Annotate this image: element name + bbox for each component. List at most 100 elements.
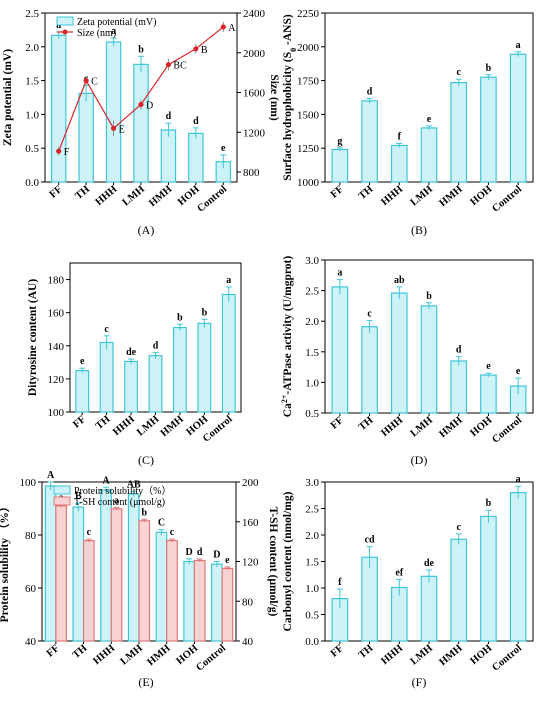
line-point xyxy=(138,101,144,108)
bar xyxy=(127,493,140,642)
significance-letter: b xyxy=(177,312,183,323)
category-label: HHH xyxy=(379,643,405,667)
legend-label: T-SH content (μmol/g) xyxy=(74,497,165,508)
y2-axis-label: T-SH content (μmol/g) xyxy=(267,507,279,617)
significance-letter: f xyxy=(398,131,402,142)
category-label: Control xyxy=(490,184,524,215)
y-axis-label: Carbonyl content (nmol/mg) xyxy=(282,491,294,631)
bar xyxy=(138,520,151,642)
bar xyxy=(82,540,95,642)
y-tick-label: 2250 xyxy=(297,8,320,20)
category-label: TH xyxy=(73,184,92,202)
bar xyxy=(105,41,122,183)
category-label: TH xyxy=(357,415,376,433)
line-point-label: F xyxy=(64,147,70,158)
y-tick-label: 2000 xyxy=(297,42,320,54)
y-tick-label: 1.5 xyxy=(305,557,319,569)
category-label: HHH xyxy=(379,415,405,439)
bar xyxy=(450,538,468,642)
line-point-label: A xyxy=(228,23,236,34)
bar xyxy=(390,144,408,183)
significance-letter: AB xyxy=(127,479,141,490)
bar xyxy=(361,100,378,183)
legend-label: Size (nm) xyxy=(77,28,116,39)
bar xyxy=(480,374,497,414)
category-label: Control xyxy=(195,184,229,215)
y-tick-label: 40 xyxy=(25,636,37,648)
bar xyxy=(55,505,67,642)
category-label: Control xyxy=(490,643,524,674)
category-label: HHH xyxy=(111,414,137,438)
significance-letter: b xyxy=(486,63,492,74)
bar xyxy=(420,575,438,642)
y2-tick-label: 40 xyxy=(242,636,254,648)
category-label: FF xyxy=(48,184,65,201)
significance-letter: a xyxy=(114,495,119,506)
line-point-label: E xyxy=(119,124,125,135)
y-tick-label: 180 xyxy=(48,275,65,287)
y2-tick-label: 80 xyxy=(242,596,254,608)
line-point-label: BC xyxy=(173,61,187,72)
bar xyxy=(99,341,114,413)
significance-letter: b xyxy=(486,498,492,509)
panel-caption: (B) xyxy=(411,223,427,237)
y-axis-label: Dityrosine content (AU) xyxy=(27,279,39,396)
line-point xyxy=(110,125,117,131)
significance-letter: c xyxy=(456,67,461,78)
line-point xyxy=(56,148,62,154)
y-axis-label: Zeta potential (mV) xyxy=(2,49,14,146)
significance-letter: C xyxy=(158,518,165,529)
bar xyxy=(172,326,187,413)
significance-letter: c xyxy=(170,527,175,538)
bar xyxy=(480,76,497,183)
y-tick-label: 1250 xyxy=(297,143,320,155)
y2-tick-label: 160 xyxy=(242,517,259,529)
bar xyxy=(361,326,378,414)
bar xyxy=(420,127,438,183)
significance-letter: e xyxy=(427,114,432,125)
category-label: FF xyxy=(71,414,88,431)
category-label: LMH xyxy=(119,643,145,668)
legend-swatch xyxy=(53,485,71,495)
category-label: Control xyxy=(194,643,228,674)
y-tick-label: 2.5 xyxy=(25,8,39,20)
y-tick-label: 140 xyxy=(48,341,65,353)
significance-letter: e xyxy=(516,366,521,377)
bar xyxy=(331,148,349,183)
y-tick-label: 2.0 xyxy=(305,530,319,542)
significance-letter: c xyxy=(87,527,92,538)
category-label: FF xyxy=(329,415,346,432)
y-axis-label: Protein solubility （%） xyxy=(0,501,11,623)
category-label: HMH xyxy=(437,415,464,440)
panel-b: 1000 1250 1500 1750 2000 2250 FF TH HHH LMH HMH HOH… xyxy=(282,8,534,237)
y-tick-label: 1.0 xyxy=(305,377,319,389)
significance-letter: d xyxy=(197,547,203,558)
panel-caption: (C) xyxy=(138,453,154,467)
line-point-label: D xyxy=(146,100,153,111)
line-point xyxy=(165,62,172,68)
significance-letter: d xyxy=(456,345,462,356)
significance-letter: e xyxy=(486,361,491,372)
panel-caption: (A) xyxy=(138,223,155,237)
y2-tick-label: 2000 xyxy=(243,48,266,60)
significance-letter: c xyxy=(104,324,109,335)
line-point-label: B xyxy=(201,45,208,56)
line-point-label: C xyxy=(91,77,98,88)
category-label: HMH xyxy=(437,184,464,209)
significance-letter: D xyxy=(213,550,220,561)
category-label: LMH xyxy=(409,415,435,440)
category-label: TH xyxy=(94,414,113,432)
y-tick-label: 0.5 xyxy=(305,610,319,622)
significance-letter: cd xyxy=(365,535,375,546)
significance-letter: f xyxy=(338,577,342,588)
category-label: HHH xyxy=(94,184,120,208)
bar xyxy=(110,508,123,642)
bar xyxy=(166,540,178,642)
bar xyxy=(124,360,139,413)
significance-letter: e xyxy=(225,555,230,566)
y-tick-label: 1500 xyxy=(297,109,320,121)
category-label: LMH xyxy=(135,414,161,439)
category-label: LMH xyxy=(121,184,147,209)
